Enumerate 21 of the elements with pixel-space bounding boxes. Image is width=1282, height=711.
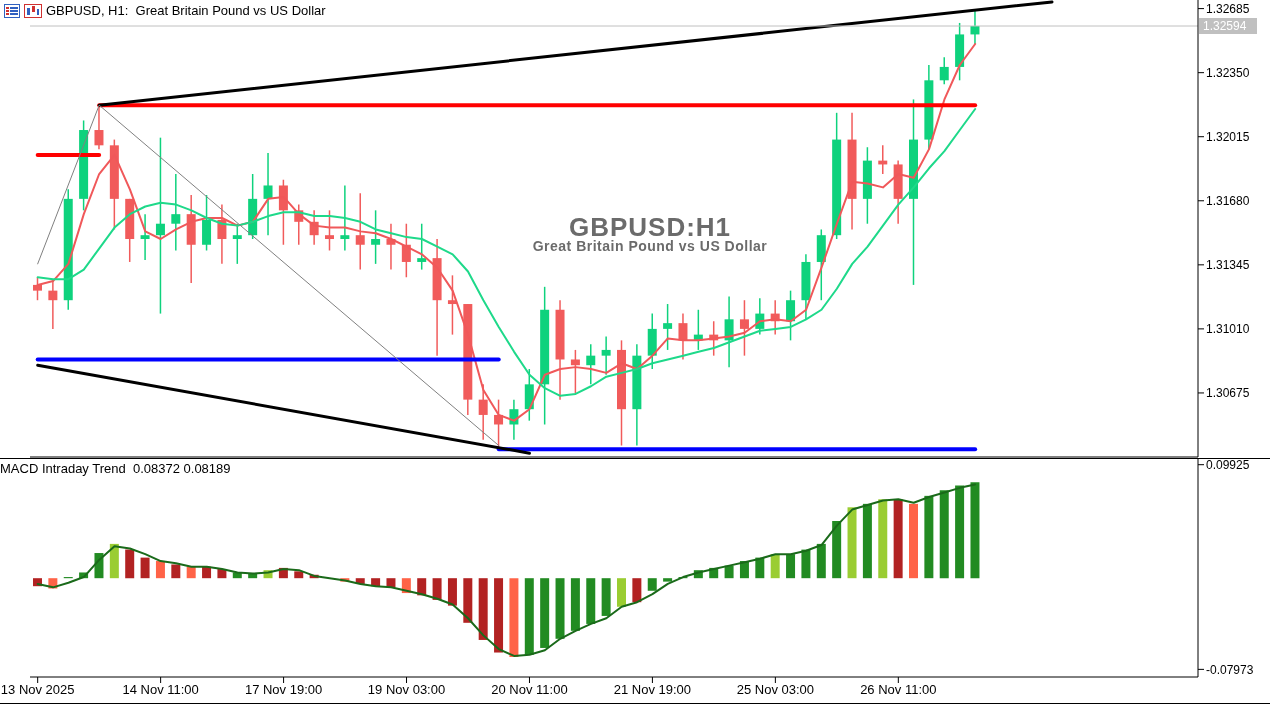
x-tick-label: 14 Nov 11:00 xyxy=(122,682,199,698)
x-tick-label: 20 Nov 11:00 xyxy=(491,682,568,698)
y-tick-label: 1.32015 xyxy=(1206,129,1250,144)
x-tick-label: 13 Nov 2025 xyxy=(0,682,75,698)
x-tick-label: 25 Nov 03:00 xyxy=(736,682,815,698)
y-tick-label: 1.32685 xyxy=(1206,1,1250,16)
chart-title: GBPUSD, H1: Great Britain Pound vs US Dollar xyxy=(46,3,326,18)
x-tick-label: 21 Nov 19:00 xyxy=(613,682,692,698)
x-tick-label: 17 Nov 19:00 xyxy=(244,682,323,698)
ref-line-label: 1.32594 xyxy=(1203,19,1247,34)
y-tick-label: 1.31680 xyxy=(1206,194,1250,209)
y-tick-label: 1.30675 xyxy=(1206,386,1250,401)
y-tick-label: 1.31345 xyxy=(1206,258,1250,273)
y-tick-label: 1.31010 xyxy=(1206,322,1250,337)
y-tick-label: -0.07973 xyxy=(1206,662,1254,677)
y-tick-label: 1.32350 xyxy=(1206,65,1250,80)
annotation: Great Britain Pound vs US Dollar xyxy=(531,238,769,254)
x-tick-label: 19 Nov 03:00 xyxy=(367,682,446,698)
x-tick-label: 26 Nov 11:00 xyxy=(860,682,937,698)
y-tick-label: 0.09925 xyxy=(1206,457,1250,472)
chart-title: MACD Intraday Trend 0.08372 0.08189 xyxy=(0,461,231,476)
